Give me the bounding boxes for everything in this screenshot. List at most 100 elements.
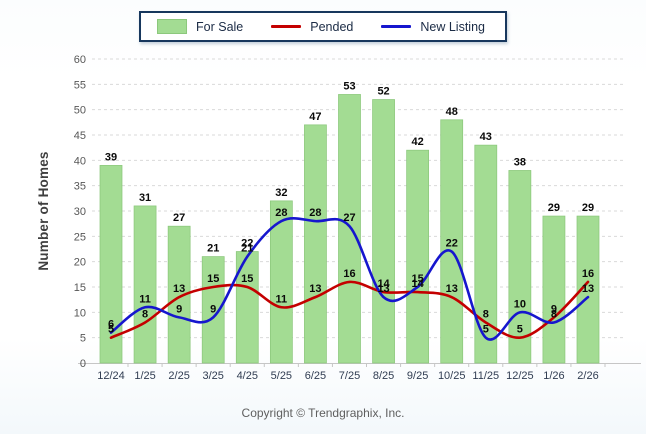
svg-text:1/25: 1/25	[134, 370, 155, 382]
svg-text:10: 10	[514, 298, 526, 310]
bar-9/25	[406, 149, 430, 364]
svg-text:7/25: 7/25	[339, 370, 360, 382]
legend-item-pended: Pended	[271, 20, 353, 34]
svg-text:8: 8	[142, 308, 148, 320]
new-listing-line	[109, 217, 590, 341]
bar-1/26	[542, 215, 566, 364]
legend-item-for-sale: For Sale	[157, 19, 243, 34]
svg-text:5: 5	[517, 324, 523, 336]
svg-text:13: 13	[582, 283, 594, 295]
svg-text:14: 14	[412, 278, 425, 290]
svg-text:55: 55	[74, 79, 86, 91]
svg-text:5/25: 5/25	[271, 370, 292, 382]
svg-text:29: 29	[582, 202, 594, 214]
bar-6/25	[304, 124, 327, 364]
svg-text:5: 5	[108, 324, 114, 336]
bar-1/25	[133, 205, 157, 364]
svg-text:32: 32	[275, 187, 287, 199]
svg-text:30: 30	[74, 206, 86, 218]
new-listing-line-icon	[381, 25, 412, 28]
svg-text:9: 9	[551, 303, 557, 315]
bar-4/25	[235, 251, 259, 364]
svg-text:47: 47	[309, 111, 321, 123]
pended-line	[109, 280, 590, 339]
svg-text:8/25: 8/25	[373, 370, 394, 382]
svg-text:6: 6	[108, 319, 114, 331]
svg-text:9: 9	[210, 303, 216, 315]
svg-text:42: 42	[412, 136, 424, 148]
bar-3/25	[201, 256, 225, 364]
for-sale-swatch-icon	[157, 19, 188, 34]
svg-text:27: 27	[173, 212, 185, 224]
svg-text:14: 14	[377, 278, 390, 290]
svg-text:15: 15	[412, 273, 424, 285]
svg-text:28: 28	[275, 207, 287, 219]
svg-text:22: 22	[446, 238, 458, 250]
svg-text:12/24: 12/24	[97, 370, 125, 382]
svg-text:9/25: 9/25	[407, 370, 428, 382]
svg-text:16: 16	[582, 268, 594, 280]
svg-text:52: 52	[377, 86, 389, 98]
svg-text:6/25: 6/25	[305, 370, 326, 382]
svg-text:25: 25	[74, 231, 86, 243]
svg-text:11/25: 11/25	[472, 370, 499, 382]
bar-11/25	[474, 144, 498, 364]
svg-text:8: 8	[551, 308, 557, 320]
legend-label-new-listing: New Listing	[420, 19, 485, 34]
svg-text:27: 27	[343, 212, 355, 224]
legend-label-pended: Pended	[310, 19, 354, 34]
svg-text:43: 43	[480, 131, 492, 143]
svg-text:39: 39	[105, 151, 117, 163]
y-axis-labels: 0 5 10 15 20 25 30 35 40 45 50 55 60	[74, 54, 86, 370]
svg-text:0: 0	[80, 358, 86, 370]
svg-text:38: 38	[514, 156, 526, 168]
svg-text:15: 15	[74, 282, 86, 294]
bar-2/25	[167, 225, 191, 364]
svg-text:35: 35	[74, 181, 86, 193]
svg-text:21: 21	[207, 243, 219, 255]
svg-text:21: 21	[241, 243, 253, 255]
legend-item-new-listing: New Listing	[381, 20, 485, 34]
svg-text:13: 13	[309, 283, 321, 295]
copyright-text: Copyright © Trendgraphix, Inc.	[241, 406, 405, 420]
svg-text:45: 45	[74, 130, 86, 142]
svg-text:13: 13	[173, 283, 185, 295]
svg-text:13: 13	[377, 283, 389, 295]
bar-10/25	[440, 119, 464, 364]
svg-text:5: 5	[483, 324, 489, 336]
x-axis	[78, 363, 641, 367]
bar-5/25	[269, 200, 293, 364]
svg-text:60: 60	[74, 54, 86, 66]
chart-legend: For Sale Pended New Listing	[139, 11, 507, 42]
svg-text:11: 11	[276, 293, 288, 305]
svg-text:3/25: 3/25	[203, 370, 224, 382]
svg-text:13: 13	[446, 283, 458, 295]
svg-text:40: 40	[74, 155, 86, 167]
y-axis-title: Number of Homes	[36, 151, 51, 271]
svg-text:28: 28	[309, 207, 321, 219]
svg-text:10/25: 10/25	[438, 370, 466, 382]
svg-text:53: 53	[343, 80, 355, 92]
svg-text:2/25: 2/25	[168, 370, 189, 382]
svg-text:5: 5	[80, 333, 86, 345]
svg-text:48: 48	[446, 106, 458, 118]
svg-text:15: 15	[241, 273, 253, 285]
for-sale-bars	[99, 94, 600, 364]
svg-text:22: 22	[241, 238, 253, 250]
legend-label-for-sale: For Sale	[196, 19, 244, 34]
svg-text:8: 8	[483, 308, 489, 320]
svg-text:31: 31	[139, 192, 151, 204]
svg-text:29: 29	[548, 202, 560, 214]
bar-12/24	[99, 165, 123, 364]
svg-text:2/26: 2/26	[577, 370, 598, 382]
bar-7/25	[338, 94, 361, 364]
svg-text:10: 10	[74, 307, 86, 319]
bar-8/25	[372, 99, 395, 364]
svg-text:9: 9	[176, 303, 182, 315]
svg-text:15: 15	[207, 273, 219, 285]
svg-text:12/25: 12/25	[506, 370, 534, 382]
svg-text:1/26: 1/26	[543, 370, 564, 382]
